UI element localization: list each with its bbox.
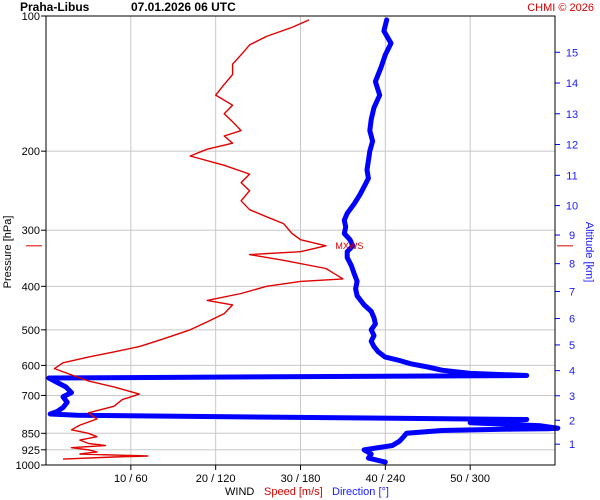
- pressure-tick-label: 300: [22, 225, 40, 237]
- copyright-label: CHMI © 2026: [527, 2, 594, 14]
- y-axis-title: Pressure [hPa]: [2, 216, 14, 289]
- pressure-tick-label: 700: [22, 390, 40, 402]
- pressure-tick-label: 100: [22, 11, 40, 23]
- altitude-tick-label: 9: [569, 230, 575, 242]
- direction-series-line: [46, 17, 561, 465]
- right-axis-title: Altitude [km]: [583, 222, 595, 283]
- altitude-tick-label: 8: [569, 259, 575, 271]
- datetime-title: 07.01.2026 06 UTC: [131, 0, 236, 14]
- pressure-tick-label: 1000: [16, 460, 40, 472]
- pressure-tick-label: 500: [22, 325, 40, 337]
- altitude-tick-label: 10: [566, 201, 578, 213]
- wind-tick-label: 40 / 240: [365, 473, 405, 485]
- wind-tick-label: 20 / 120: [196, 473, 236, 485]
- pressure-tick-label: 850: [22, 428, 40, 440]
- pressure-tick-label: 600: [22, 360, 40, 372]
- station-title: Praha-Libus: [20, 0, 90, 14]
- wind-tick-label: 30 / 180: [281, 473, 321, 485]
- altitude-tick-label: 14: [566, 78, 578, 90]
- series-layer: [46, 17, 561, 465]
- plot-frame: [45, 15, 556, 466]
- x-axis-speed-label: Speed [m/s]: [264, 486, 323, 498]
- altitude-tick-label: 13: [566, 109, 578, 121]
- altitude-tick-label: 3: [569, 391, 575, 403]
- altitude-tick-label: 6: [569, 314, 575, 326]
- altitude-tick-label: 12: [566, 140, 578, 152]
- altitude-tick-label: 4: [569, 366, 575, 378]
- altitude-tick-label: 5: [569, 340, 575, 352]
- altitude-tick-label: 15: [566, 47, 578, 59]
- grid-layer: [46, 16, 555, 465]
- x-axis-wind-label: WIND: [225, 486, 254, 498]
- mxws-annotation: MXWS: [335, 241, 363, 251]
- altitude-tick-label: 1: [569, 439, 575, 451]
- wind-tick-label: 50 / 300: [450, 473, 490, 485]
- wind-tick-label: 10 / 60: [114, 473, 148, 485]
- speed-series-line: [53, 19, 344, 460]
- pressure-tick-label: 400: [22, 281, 40, 293]
- pressure-tick-label: 925: [22, 445, 40, 457]
- altitude-tick-label: 7: [569, 286, 575, 298]
- altitude-tick-label: 11: [566, 170, 577, 182]
- altitude-tick-label: 2: [569, 415, 575, 427]
- pressure-tick-label: 200: [22, 146, 40, 158]
- x-axis-direction-label: Direction [°]: [332, 486, 389, 498]
